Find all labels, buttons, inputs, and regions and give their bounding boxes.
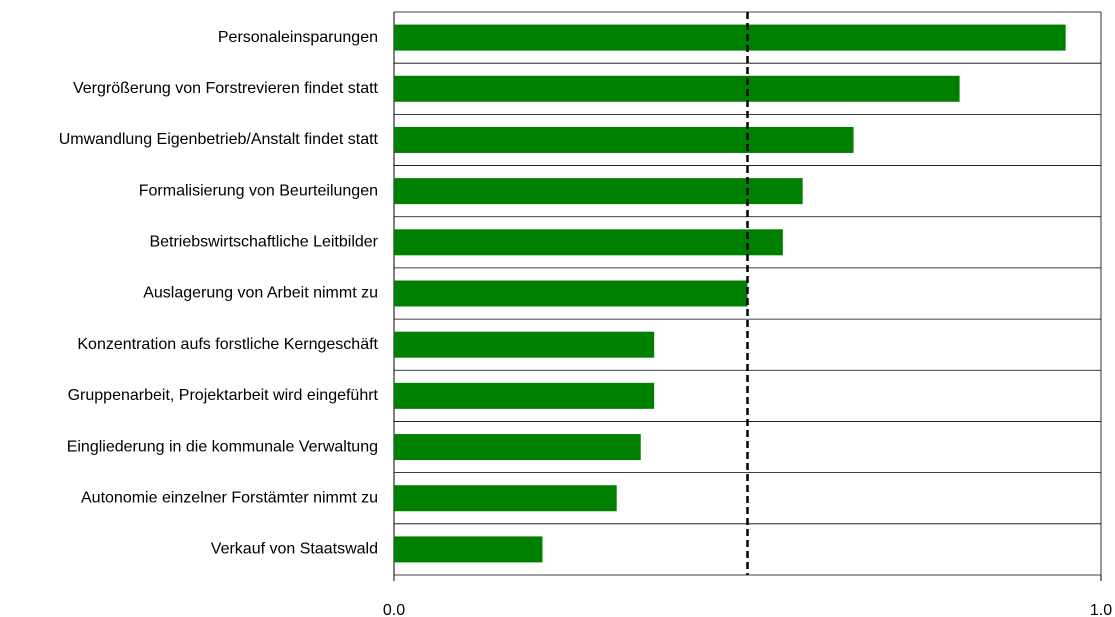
y-tick-label: Gruppenarbeit, Projektarbeit wird eingef… <box>68 387 379 404</box>
y-tick-label: Auslagerung von Arbeit nimmt zu <box>143 285 378 302</box>
bar <box>394 178 803 205</box>
y-tick-label: Umwandlung Eigenbetrieb/Anstalt findet s… <box>59 131 379 148</box>
bar <box>394 485 617 512</box>
bar <box>394 434 641 461</box>
bar <box>394 331 655 358</box>
x-tick-label: 1.0 <box>1090 602 1112 617</box>
y-tick-label: Verkauf von Staatswald <box>211 541 378 558</box>
y-tick-label: Formalisierung von Beurteilungen <box>139 182 378 199</box>
y-tick-label: Konzentration aufs forstliche Kerngeschä… <box>77 336 378 353</box>
y-tick-label: Vergrößerung von Forstrevieren findet st… <box>73 80 379 97</box>
bar <box>394 24 1066 51</box>
bar <box>394 126 854 153</box>
bar <box>394 229 783 256</box>
bar <box>394 280 748 307</box>
bar <box>394 75 960 102</box>
y-tick-label: Personaleinsparungen <box>218 29 378 46</box>
y-tick-label: Betriebswirtschaftliche Leitbilder <box>149 234 378 251</box>
y-tick-label: Eingliederung in die kommunale Verwaltun… <box>67 438 378 455</box>
x-tick-label: 0.0 <box>383 602 405 617</box>
y-tick-label: Autonomie einzelner Forstämter nimmt zu <box>81 489 378 506</box>
bar <box>394 536 543 563</box>
bar <box>394 382 655 409</box>
